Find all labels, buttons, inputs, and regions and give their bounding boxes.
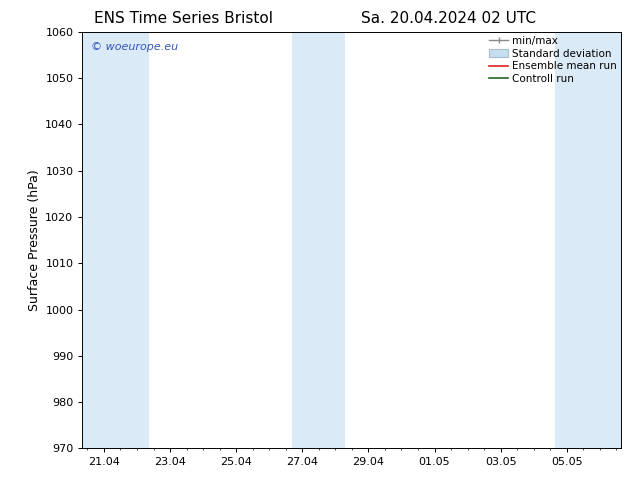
- Bar: [555, 32, 621, 448]
- Legend: min/max, Standard deviation, Ensemble mean run, Controll run: min/max, Standard deviation, Ensemble me…: [488, 34, 619, 86]
- Text: © woeurope.eu: © woeurope.eu: [91, 42, 178, 52]
- Bar: [292, 32, 346, 448]
- Y-axis label: Surface Pressure (hPa): Surface Pressure (hPa): [28, 169, 41, 311]
- Text: ENS Time Series Bristol: ENS Time Series Bristol: [94, 11, 273, 26]
- Bar: [82, 32, 148, 448]
- Text: Sa. 20.04.2024 02 UTC: Sa. 20.04.2024 02 UTC: [361, 11, 536, 26]
